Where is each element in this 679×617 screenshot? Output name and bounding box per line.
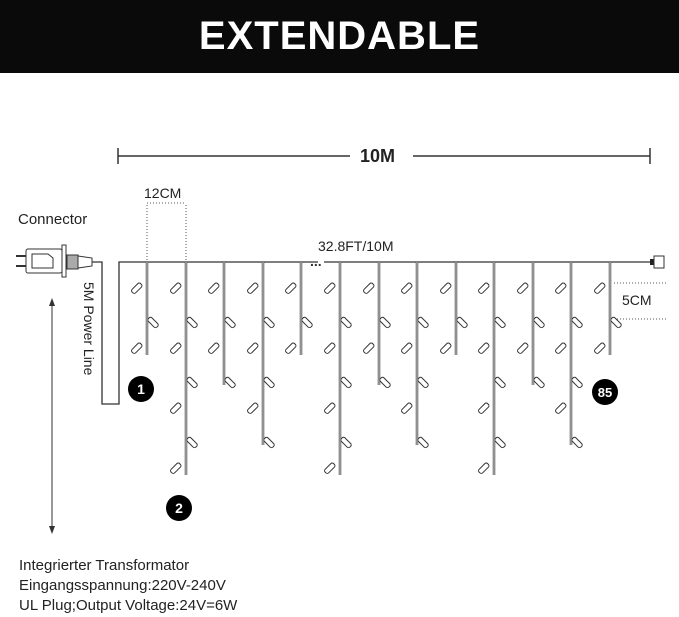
bulb-icon	[170, 342, 182, 354]
spec-line: UL Plug;Output Voltage:24V=6W	[19, 597, 238, 614]
bulb-icon	[401, 402, 413, 414]
bulb-icon	[247, 282, 259, 294]
bulb-icon	[147, 316, 159, 329]
bulb-icon	[170, 462, 182, 474]
ellipsis: ...	[310, 253, 322, 269]
bulb-icon	[401, 342, 413, 354]
bulb-icon	[494, 316, 506, 329]
bulb-icon	[324, 402, 336, 414]
bulb-icon	[363, 282, 375, 294]
bulb-icon	[208, 342, 220, 354]
bulb-icon	[186, 376, 198, 389]
bulb-icon	[494, 376, 506, 389]
bulb-icon	[363, 342, 375, 354]
bulb-icon	[208, 282, 220, 294]
bulb-icon	[478, 342, 490, 354]
plug-tip	[77, 255, 93, 269]
power-line	[92, 261, 318, 405]
bulb-icon	[417, 376, 429, 389]
plug-nut	[66, 254, 79, 270]
bulb-icon	[401, 282, 413, 294]
bulb-icon	[285, 282, 297, 294]
bulb-icon	[247, 342, 259, 354]
end-connector-cap	[653, 255, 665, 269]
bulb-icon	[186, 316, 198, 329]
bulb-icon	[494, 436, 506, 449]
spec-line: Integrierter Transformator	[19, 557, 190, 574]
bulb-icon	[224, 376, 236, 389]
bulb-icon	[263, 436, 275, 449]
drop-spacing-label: 12CM	[144, 185, 182, 201]
bulb-icon	[440, 282, 452, 294]
connector-label: Connector	[18, 211, 88, 228]
spec-line: Eingangsspannung:220V-240V	[19, 577, 226, 594]
end-connector	[650, 259, 654, 265]
title: EXTENDABLE	[198, 14, 481, 58]
plug-flange	[61, 244, 67, 278]
bulb-icon	[533, 316, 545, 329]
bulb-icon	[263, 316, 275, 329]
bulb-icon	[571, 316, 583, 329]
bulb-icon	[533, 376, 545, 389]
bulb-icon	[517, 342, 529, 354]
arrow-head	[49, 526, 55, 534]
bulb-icon	[186, 436, 198, 449]
bulb-icon	[478, 462, 490, 474]
bulb-icon	[417, 316, 429, 329]
bulb-icon	[247, 402, 259, 414]
title-banner: EXTENDABLE	[0, 0, 679, 73]
bulb-icon	[324, 462, 336, 474]
bulb-spacing-label: 5CM	[622, 292, 652, 308]
plug-face	[31, 253, 54, 269]
arrow-head	[49, 298, 55, 306]
bulb-icon	[324, 342, 336, 354]
bulb-icon	[571, 376, 583, 389]
bulb-icon	[340, 436, 352, 449]
power-line-label: 5M Power Line	[81, 282, 97, 376]
bulb-icon	[285, 342, 297, 354]
specs: Integrierter Transformator Eingangsspann…	[19, 556, 237, 616]
bulb-icon	[340, 376, 352, 389]
total-length-label: 10M	[360, 146, 396, 166]
bulb-icon	[340, 316, 352, 329]
bulb-icon	[594, 342, 606, 354]
bulb-icon	[131, 342, 143, 354]
bulb-icon	[379, 376, 391, 389]
bulb-icon	[555, 342, 567, 354]
bulb-icon	[478, 282, 490, 294]
bulb-icon	[170, 402, 182, 414]
bulb-icon	[555, 282, 567, 294]
bulb-icon	[555, 402, 567, 414]
bulb-icon	[478, 402, 490, 414]
badge-2: 2	[166, 495, 192, 521]
bulb-icon	[131, 282, 143, 294]
badge-1: 1	[128, 376, 154, 402]
bulb-icon	[594, 282, 606, 294]
badge-85: 85	[592, 379, 618, 405]
bulb-icon	[417, 436, 429, 449]
bulb-icon	[263, 376, 275, 389]
bulb-icon	[571, 436, 583, 449]
bulb-icon	[379, 316, 391, 329]
bulb-icon	[440, 342, 452, 354]
string-length-label: 32.8FT/10M	[318, 238, 394, 254]
bulb-icon	[301, 316, 313, 329]
bulb-icon	[517, 282, 529, 294]
bulb-icon	[224, 316, 236, 329]
bulb-icon	[170, 282, 182, 294]
bulb-icon	[610, 316, 622, 329]
bulb-icon	[456, 316, 468, 329]
bulb-icon	[324, 282, 336, 294]
